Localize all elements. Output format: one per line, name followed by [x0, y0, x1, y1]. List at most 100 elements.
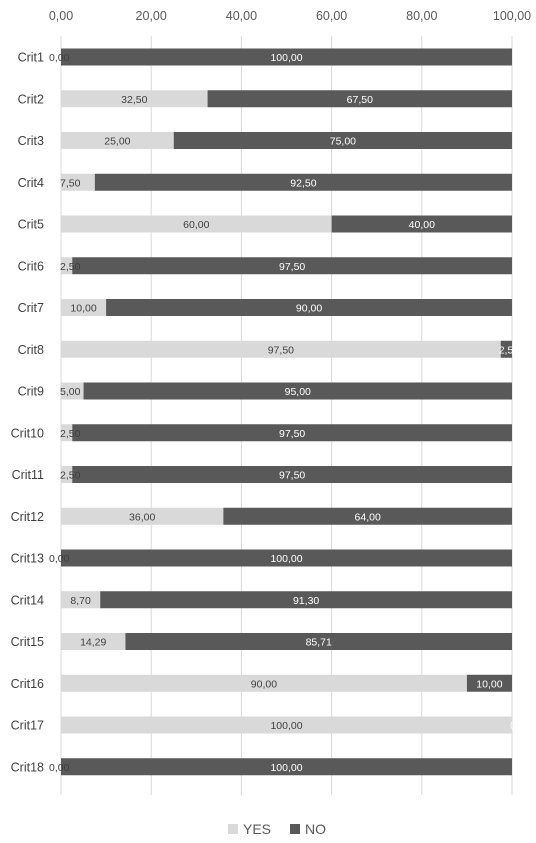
data-label-yes: 25,00 [104, 136, 130, 148]
data-label-yes: 90,00 [251, 678, 277, 690]
data-label-no: 90,00 [296, 303, 322, 315]
data-label-yes: 2,50 [60, 261, 81, 273]
bar-no [223, 507, 513, 525]
gridlines [60, 36, 513, 795]
data-label-yes: 60,00 [183, 219, 209, 231]
data-label-no: 91,30 [293, 595, 319, 607]
category-label: Crit14 [11, 593, 44, 607]
bar-yes [61, 382, 84, 400]
legend-swatch-yes [228, 824, 238, 834]
data-label-no: 64,00 [355, 511, 381, 523]
data-label-yes: 2,50 [60, 428, 81, 440]
bar-yes [61, 466, 73, 483]
data-label-no: 40,00 [409, 219, 435, 231]
category-label: Crit18 [11, 760, 44, 774]
data-labels: 0,00 100,00 32,50 67,50 25,00 75,00 7,50 92,50 6… [49, 52, 531, 774]
data-label-yes: 32,50 [121, 94, 147, 106]
x-tick-label: 20,00 [136, 9, 167, 23]
data-label-no: 67,50 [347, 94, 373, 106]
bar-no [72, 257, 513, 275]
x-axis-tick-labels: 0,00 20,00 40,00 60,00 80,00 100,00 [49, 9, 531, 23]
data-label-yes: 0,00 [49, 52, 70, 64]
bar-no [61, 549, 512, 567]
data-label-yes: 2,50 [60, 470, 81, 482]
bar-yes [61, 674, 467, 692]
data-label-yes: 7,50 [60, 177, 81, 189]
bar-yes [61, 340, 501, 358]
x-tick-label: 0,00 [49, 9, 73, 23]
data-label-yes: 97,50 [268, 344, 294, 356]
bar-no [61, 758, 512, 776]
data-label-no: 75,00 [330, 136, 356, 148]
bar-yes [61, 257, 73, 275]
data-label-no: 100,00 [270, 52, 302, 64]
category-label: Crit9 [18, 385, 44, 399]
bar-no [125, 633, 512, 650]
category-label: Crit3 [18, 134, 44, 148]
bar-no [72, 466, 513, 483]
legend-label-yes: YES [243, 821, 271, 837]
x-tick-label: 100,00 [493, 9, 531, 23]
x-tick-label: 80,00 [406, 9, 437, 23]
bar-yes [61, 173, 95, 191]
data-label-no: 92,50 [290, 177, 316, 189]
data-label-no: 0,00 [510, 720, 531, 732]
bar-yes [61, 299, 107, 316]
data-label-no: 97,50 [279, 428, 305, 440]
bar-yes [61, 507, 224, 525]
category-label: Crit10 [11, 426, 44, 440]
bar-yes [61, 90, 208, 108]
data-label-yes: 8,70 [70, 595, 91, 607]
data-label-no: 10,00 [476, 678, 502, 690]
bar-no [100, 591, 512, 609]
category-label: Crit5 [18, 218, 44, 232]
data-label-no: 97,50 [279, 261, 305, 273]
data-label-yes: 0,00 [49, 762, 70, 774]
data-label-yes: 100,00 [270, 720, 302, 732]
bar-yes [61, 716, 512, 734]
data-label-yes: 36,00 [129, 511, 155, 523]
bar-yes [61, 633, 126, 650]
category-label: Crit15 [11, 635, 44, 649]
category-label: Crit2 [18, 92, 44, 106]
category-label: Crit12 [11, 510, 44, 524]
legend: YES NO [228, 821, 326, 837]
bar-yes [61, 215, 332, 233]
bar-no [466, 674, 512, 692]
bar-no [72, 424, 513, 442]
data-label-yes: 5,00 [60, 386, 81, 398]
data-label-no: 2,50 [499, 344, 520, 356]
category-label: Crit17 [11, 719, 44, 733]
category-label: Crit13 [11, 552, 44, 566]
category-label: Crit4 [18, 176, 44, 190]
data-label-no: 100,00 [270, 762, 302, 774]
bar-yes [61, 424, 73, 442]
bar-no [94, 173, 512, 191]
data-label-no: 95,00 [285, 386, 311, 398]
bar-yes [61, 132, 174, 149]
legend-swatch-no [290, 824, 300, 834]
category-labels: Crit1 Crit2 Crit3 Crit4 Crit5 Crit6 Crit7 Crit8… [11, 51, 44, 775]
bar-no [83, 382, 513, 400]
category-label: Crit8 [18, 343, 44, 357]
category-label: Crit11 [12, 468, 44, 482]
bar-yes [61, 591, 101, 609]
data-label-yes: 10,00 [70, 303, 96, 315]
data-label-no: 97,50 [279, 470, 305, 482]
bar-no [331, 215, 512, 233]
bar-no [61, 48, 512, 66]
bar-no [207, 90, 512, 108]
data-label-no: 85,71 [306, 637, 332, 649]
bar-no [173, 132, 512, 149]
category-label: Crit1 [18, 51, 44, 65]
x-tick-label: 40,00 [226, 9, 257, 23]
bars [61, 48, 513, 776]
category-label: Crit16 [11, 677, 44, 691]
x-tick-label: 60,00 [316, 9, 347, 23]
data-label-yes: 0,00 [49, 553, 70, 565]
category-label: Crit7 [18, 301, 44, 315]
legend-label-no: NO [305, 821, 326, 837]
data-label-no: 100,00 [270, 553, 302, 565]
bar-no [500, 340, 512, 358]
